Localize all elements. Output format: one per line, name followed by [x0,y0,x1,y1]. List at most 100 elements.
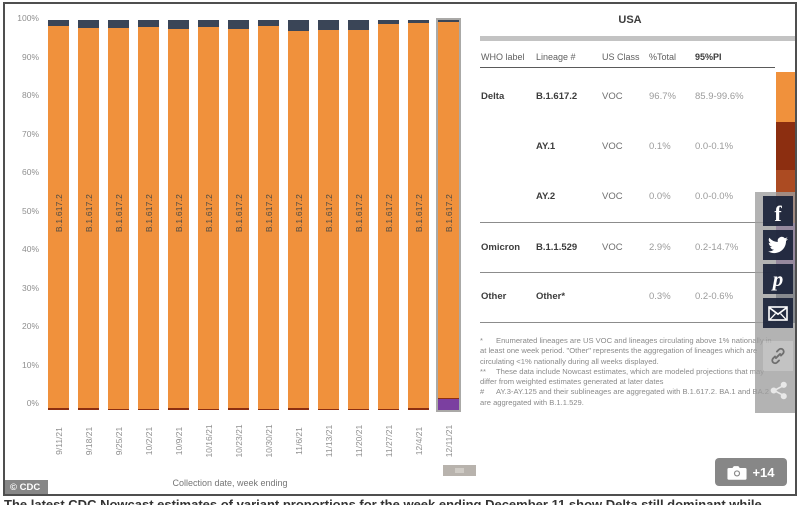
table-cell: 0.3% [649,291,671,302]
bar-label: B.1.617.2 [383,193,394,233]
bar-segment [438,398,459,410]
footnotes: * Enumerated lineages are US VOC and line… [480,336,776,408]
table-cell: 0.2-0.6% [695,291,734,302]
bar-segment [408,407,429,410]
x-tick: 10/9/21 [173,426,184,456]
footnote-text: Enumerated lineages are US VOC and linea… [480,336,772,366]
bar-segment [168,28,189,409]
x-tick: 9/25/21 [113,426,124,456]
bar-segment [228,28,249,409]
bar-segment [138,27,159,409]
bar-label: B.1.617.2 [353,193,364,233]
bar-segment [318,20,339,30]
table-cell: AY.2 [536,191,556,202]
bar-segment [198,408,219,410]
bar-12/4/21[interactable] [408,20,429,410]
x-tick: 10/16/21 [203,424,214,458]
bar-segment [408,22,429,408]
bar-11/27/21[interactable] [378,20,399,410]
bar-11/6/21[interactable] [288,20,309,410]
camera-icon [727,465,748,480]
bar-segment [138,408,159,410]
bar-segment [48,20,69,27]
table-cell: Other* [536,291,566,302]
bar-10/2/21[interactable] [138,20,159,410]
bar-11/20/21[interactable] [348,20,369,410]
x-tick: 10/2/21 [143,426,154,456]
column-header: %Total [649,52,677,62]
bar-label: B.1.617.2 [143,193,154,233]
bar-segment [258,408,279,410]
bar-segment [108,27,129,409]
pinterest-icon[interactable]: p [763,264,793,294]
table-cell: Omicron [481,242,521,253]
y-tick: 60% [21,167,39,177]
twitter-icon[interactable] [763,230,793,260]
bar-9/11/21[interactable] [48,20,69,410]
column-header: Lineage # [536,52,576,62]
caption-clipped: The latest CDC Nowcast estimates of vari… [4,497,762,505]
bar-9/18/21[interactable] [78,20,99,410]
share-icon[interactable] [763,375,793,405]
y-tick: 90% [21,51,39,62]
gallery-badge[interactable]: +14 [715,458,787,486]
bar-segment [108,408,129,410]
table-separator [480,222,775,223]
bar-segment [168,408,189,410]
bar-label: B.1.617.2 [173,193,184,233]
table-cell: VOC [602,91,623,102]
footnote: # AY.3-AY.125 and their sublineages are a… [480,387,776,408]
legend-swatch [776,122,795,170]
bar-segment [378,23,399,409]
bar-segment [288,30,309,409]
bar-segment [288,408,309,410]
bar-segment [258,25,279,409]
table-cell: B.1.617.2 [536,91,578,102]
bar-segment [438,397,459,399]
bar-segment [78,20,99,28]
y-tick: 50% [21,205,39,216]
bar-label: B.1.617.2 [293,193,304,233]
email-icon[interactable] [763,298,793,328]
bar-segment [318,29,339,409]
x-tick: 9/11/21 [53,427,64,455]
bar-segment [48,26,69,409]
bar-10/30/21[interactable] [258,20,279,410]
bar-segment [378,20,399,24]
table-title: USA [618,14,642,26]
gallery-count: +14 [752,464,775,480]
bar-segment [258,20,279,26]
link-icon[interactable] [763,341,793,371]
y-tick: 40% [21,244,39,254]
bar-segment [438,20,459,22]
bar-segment [108,20,129,28]
x-tick: 11/13/21 [323,424,334,458]
bar-11/13/21[interactable] [318,20,339,410]
y-tick: 20% [21,321,39,331]
chart-scroll-handle[interactable] [443,465,476,476]
footnote-text: AY.3-AY.125 and their sublineages are ag… [480,387,770,407]
bar-segment [78,27,99,409]
column-header: US Class [602,52,640,62]
legend-swatch [776,72,795,122]
table-cell: 0.1% [649,141,671,152]
bar-10/23/21[interactable] [228,20,249,410]
table-cell: Other [481,291,507,302]
footnote-marker: * [480,336,483,345]
bar-segment [288,20,309,31]
x-tick: 12/11/21 [443,424,454,458]
facebook-icon[interactable]: f [763,196,793,226]
table-separator [480,322,775,323]
bar-label: B.1.617.2 [113,193,124,233]
bar-segment [378,408,399,410]
bar-segment [318,408,339,410]
bar-segment [78,408,99,410]
bar-9/25/21[interactable] [108,20,129,410]
y-tick: 0% [26,398,39,408]
bar-10/16/21[interactable] [198,20,219,410]
table-cell: AY.1 [536,141,556,152]
table-cell: VOC [602,191,623,202]
bar-12/11/21[interactable] [436,18,461,412]
bar-10/9/21[interactable] [168,20,189,410]
